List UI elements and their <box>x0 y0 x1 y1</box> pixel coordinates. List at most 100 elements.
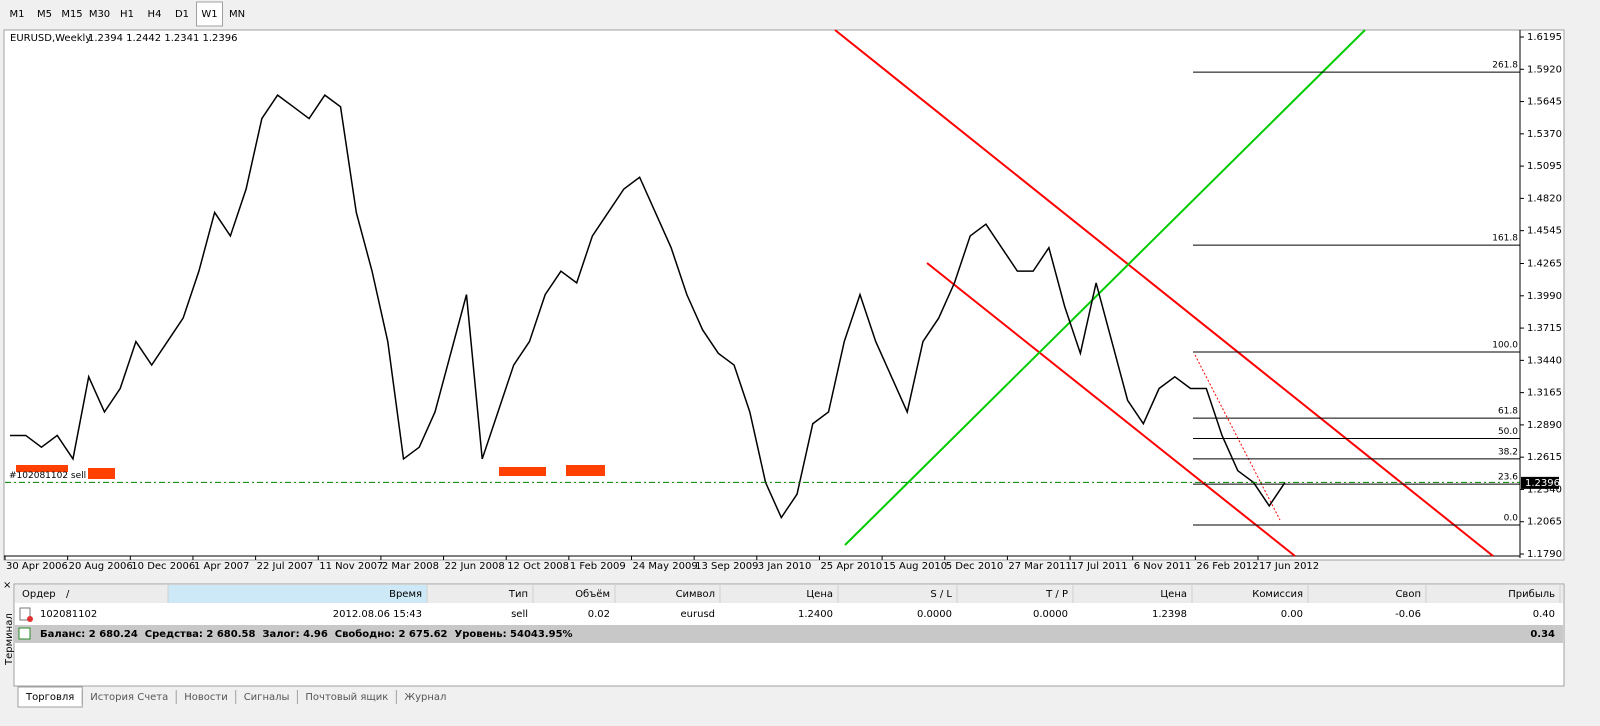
trend-line <box>926 262 1296 557</box>
y-tick-label: 1.2065 <box>1527 517 1562 528</box>
timeframe-label[interactable]: M30 <box>89 9 110 20</box>
tab[interactable]: Торговля <box>25 692 74 703</box>
y-tick-label: 1.6195 <box>1527 32 1562 43</box>
column-header[interactable]: S / L <box>930 589 952 600</box>
cell[interactable]: 0.02 <box>588 609 610 620</box>
column-header[interactable]: Символ <box>676 589 715 600</box>
chart-title: EURUSD,Weekly <box>10 33 91 44</box>
fibo-base <box>1194 354 1281 521</box>
fibo-label: 100.0 <box>1492 341 1518 351</box>
y-tick-label: 1.3990 <box>1527 291 1562 302</box>
timeframe-button[interactable] <box>169 2 195 26</box>
cell[interactable]: sell <box>511 609 528 620</box>
column-header[interactable]: Время <box>389 589 422 600</box>
zone <box>499 467 546 476</box>
timeframe-button[interactable] <box>86 2 113 26</box>
toolbar <box>0 0 1600 28</box>
timeframe-button[interactable] <box>114 2 140 26</box>
timeframe-button[interactable] <box>141 2 168 26</box>
fibo-label: 38.2 <box>1498 447 1518 457</box>
cell[interactable]: 0.0000 <box>1033 609 1068 620</box>
column-header[interactable]: / <box>66 589 70 600</box>
order-icon-dot <box>27 616 33 622</box>
order-label: #102081102 sell <box>9 471 86 481</box>
column-header[interactable]: Комиссия <box>1252 589 1303 600</box>
cell[interactable]: 0.0000 <box>917 609 952 620</box>
fibo-label: 261.8 <box>1492 61 1518 71</box>
x-tick-label: 11 Nov 2007 <box>319 561 383 572</box>
x-tick-label: 6 Nov 2011 <box>1134 561 1192 572</box>
tab[interactable]: Журнал <box>404 692 446 703</box>
y-tick-label: 1.2890 <box>1527 420 1562 431</box>
header-sorted <box>168 585 427 603</box>
cell[interactable]: 0.00 <box>1281 609 1303 620</box>
cell[interactable]: 2012.08.06 15:43 <box>333 609 422 620</box>
column-header[interactable]: Цена <box>1160 589 1187 600</box>
cell[interactable]: 0.40 <box>1533 609 1555 620</box>
column-header[interactable]: T / P <box>1045 589 1068 600</box>
cell[interactable]: 1.2400 <box>798 609 833 620</box>
side-label: Терминал <box>4 613 15 666</box>
price-line <box>10 94 1286 520</box>
y-tick-label: 1.3165 <box>1527 388 1562 399</box>
zone <box>88 468 115 479</box>
fibo-label: 161.8 <box>1492 234 1518 244</box>
timeframe-label[interactable]: M5 <box>37 9 52 20</box>
y-tick-label: 1.4265 <box>1527 259 1562 270</box>
tab[interactable]: Новости <box>184 692 227 703</box>
timeframe-label[interactable]: W1 <box>201 9 217 20</box>
cell[interactable]: 1.2398 <box>1152 609 1187 620</box>
column-header[interactable]: Тип <box>508 589 528 600</box>
y-tick-label: 1.4545 <box>1527 226 1562 237</box>
timeframe-label[interactable]: M15 <box>61 9 82 20</box>
x-tick-label: 15 Aug 2010 <box>883 561 947 572</box>
ohlc: 1.2394 1.2442 1.2341 1.2396 <box>88 33 238 44</box>
column-header[interactable]: Своп <box>1395 589 1421 600</box>
column-header[interactable]: Объём <box>575 589 610 600</box>
cell[interactable]: 102081102 <box>40 609 97 620</box>
timeframe-button[interactable] <box>31 2 58 26</box>
x-tick-label: 30 Apr 2006 <box>6 561 68 572</box>
balance-total: 0.34 <box>1530 629 1555 640</box>
y-tick-label: 1.2615 <box>1527 452 1562 463</box>
y-tick-label: 1.5645 <box>1527 97 1562 108</box>
tab[interactable]: История Счета <box>90 692 168 703</box>
x-tick-label: 24 May 2009 <box>633 561 698 572</box>
last-price: 1.2396 <box>1525 478 1560 489</box>
fibo-label: 0.0 <box>1504 514 1519 524</box>
x-tick-label: 10 Dec 2006 <box>131 561 195 572</box>
x-tick-label: 20 Aug 2006 <box>69 561 133 572</box>
y-tick-label: 1.1790 <box>1527 549 1562 560</box>
timeframe-label[interactable]: H1 <box>120 9 134 20</box>
cell[interactable]: eurusd <box>681 609 716 620</box>
timeframe-label[interactable]: MN <box>229 9 245 20</box>
y-tick-label: 1.5370 <box>1527 129 1562 140</box>
timeframe-button[interactable] <box>4 2 30 26</box>
timeframe-button[interactable] <box>224 2 250 26</box>
timeframe-button[interactable] <box>196 1 223 27</box>
balance: Баланс: 2 680.24 Средства: 2 680.58 Зало… <box>40 628 573 640</box>
fibo-label: 50.0 <box>1498 427 1518 437</box>
timeframe-label[interactable]: M1 <box>10 9 25 20</box>
x-tick-label: 22 Jun 2008 <box>445 561 505 572</box>
close-button[interactable]: × <box>3 580 11 591</box>
y-tick-label: 1.2340 <box>1527 484 1562 495</box>
column-header[interactable]: Цена <box>806 589 833 600</box>
column-header[interactable]: Ордер <box>22 589 56 600</box>
timeframe-button[interactable] <box>59 2 85 26</box>
timeframe-label[interactable]: D1 <box>175 9 189 20</box>
y-tick-label: 1.5920 <box>1527 64 1562 75</box>
y-tick-label: 1.3715 <box>1527 323 1562 334</box>
x-tick-label: 2 Mar 2008 <box>382 561 439 572</box>
y-tick-label: 1.3440 <box>1527 355 1562 366</box>
tab[interactable]: Почтовый ящик <box>305 692 388 703</box>
trend-line <box>834 29 1494 557</box>
cell[interactable]: -0.06 <box>1395 609 1421 620</box>
timeframe-label[interactable]: H4 <box>148 9 162 20</box>
x-tick-label: 3 Jan 2010 <box>758 561 812 572</box>
column-header[interactable]: Прибыль <box>1508 589 1555 600</box>
x-tick-label: 25 Apr 2010 <box>820 561 882 572</box>
x-tick-label: 17 Jun 2012 <box>1259 561 1319 572</box>
tab[interactable]: Сигналы <box>244 692 290 703</box>
